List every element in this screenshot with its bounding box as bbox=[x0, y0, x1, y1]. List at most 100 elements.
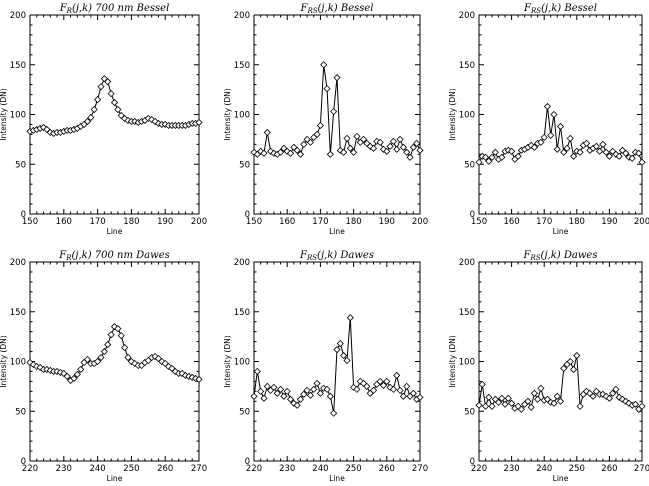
data-point-marker bbox=[340, 148, 348, 156]
data-point-marker bbox=[87, 113, 95, 122]
chart-title-rest: (j,k) Dawes bbox=[317, 250, 374, 261]
data-point-marker bbox=[376, 377, 384, 385]
x-tick-label: 190 bbox=[379, 217, 395, 227]
x-tick-label: 200 bbox=[191, 217, 207, 227]
data-point-marker bbox=[320, 61, 328, 69]
y-tick-label: 200 bbox=[459, 11, 475, 21]
chart-title-subscript: RS bbox=[529, 254, 540, 262]
plot-frame bbox=[253, 261, 421, 462]
data-point-marker bbox=[527, 403, 535, 411]
x-tick-label: 180 bbox=[345, 217, 361, 227]
data-point-marker bbox=[121, 344, 129, 352]
data-point-marker bbox=[543, 102, 552, 111]
data-point-marker bbox=[70, 374, 78, 382]
x-tick-label: 250 bbox=[345, 464, 361, 474]
chart-title-main: F bbox=[523, 3, 532, 14]
data-point-marker bbox=[195, 118, 203, 127]
data-point-marker bbox=[306, 138, 315, 146]
plot-frame bbox=[478, 261, 643, 462]
y-tick-label: 0 bbox=[470, 457, 475, 467]
data-point-marker bbox=[501, 400, 509, 408]
data-point-marker bbox=[300, 390, 308, 398]
data-point-marker bbox=[386, 142, 394, 150]
chart-title: FR(j,k) 700 nm Bessel bbox=[59, 3, 170, 15]
data-point-marker bbox=[537, 138, 545, 146]
data-point-marker bbox=[296, 150, 305, 158]
data-point-marker bbox=[94, 357, 102, 366]
chart-title: FRS(j,k) Bessel bbox=[523, 3, 597, 15]
y-tick-label: 150 bbox=[10, 61, 26, 71]
data-point-marker bbox=[615, 152, 623, 160]
data-point-marker bbox=[569, 152, 578, 160]
data-point-marker bbox=[406, 153, 414, 161]
y-tick-label: 50 bbox=[464, 160, 475, 170]
x-tick-label: 170 bbox=[89, 217, 105, 227]
x-tick-label: 250 bbox=[123, 464, 139, 474]
data-point-marker bbox=[273, 389, 281, 397]
data-point-marker bbox=[195, 375, 203, 383]
chart-title-rest: (j,k) Dawes bbox=[541, 250, 598, 261]
y-axis-label: Intensity (DN) bbox=[0, 88, 8, 140]
data-point-marker bbox=[323, 85, 331, 93]
data-point-marker bbox=[550, 110, 558, 119]
data-point-marker bbox=[403, 148, 411, 156]
y-tick-label: 150 bbox=[234, 308, 250, 318]
data-point-marker bbox=[336, 340, 344, 348]
data-point-marker bbox=[602, 148, 610, 156]
data-point-marker bbox=[560, 364, 568, 373]
data-point-marker bbox=[376, 138, 384, 146]
data-point-marker bbox=[530, 143, 538, 151]
y-tick-label: 150 bbox=[234, 61, 250, 71]
x-tick-label: 230 bbox=[503, 464, 519, 474]
x-tick-label: 200 bbox=[412, 217, 428, 227]
y-axis-label: Intensity (DN) bbox=[448, 88, 457, 140]
data-point-marker bbox=[583, 139, 591, 147]
data-point-marker bbox=[413, 139, 421, 147]
y-tick-label: 0 bbox=[470, 210, 475, 220]
data-point-marker bbox=[553, 392, 561, 400]
data-point-marker bbox=[560, 148, 568, 156]
data-point-marker bbox=[416, 146, 424, 154]
data-point-marker bbox=[396, 386, 404, 394]
data-point-marker bbox=[481, 153, 490, 161]
data-point-marker bbox=[530, 389, 538, 397]
x-tick-label: 200 bbox=[634, 217, 649, 227]
data-point-marker bbox=[576, 402, 584, 410]
data-point-marker bbox=[353, 385, 361, 393]
data-point-marker bbox=[609, 389, 617, 397]
plot-frame bbox=[29, 14, 200, 215]
data-point-marker bbox=[491, 148, 499, 156]
plot-frame bbox=[29, 261, 200, 462]
x-tick-label: 260 bbox=[157, 464, 173, 474]
data-point-marker bbox=[540, 133, 548, 141]
chart-title-subscript: RS bbox=[306, 254, 317, 262]
x-tick-label: 190 bbox=[157, 217, 173, 227]
data-point-marker bbox=[592, 142, 600, 150]
x-tick-label: 160 bbox=[56, 217, 72, 227]
x-tick-label: 150 bbox=[246, 217, 262, 227]
data-point-marker bbox=[107, 331, 115, 339]
x-tick-label: 270 bbox=[634, 464, 649, 474]
y-tick-label: 50 bbox=[239, 160, 250, 170]
data-point-marker bbox=[77, 365, 85, 374]
plot-frame bbox=[253, 14, 421, 215]
data-point-marker bbox=[485, 393, 493, 401]
y-tick-label: 0 bbox=[21, 210, 26, 220]
x-tick-label: 220 bbox=[246, 464, 262, 474]
y-tick-label: 200 bbox=[459, 258, 475, 268]
data-point-marker bbox=[296, 395, 305, 403]
chart-title-rest: (j,k) 700 nm Dawes bbox=[71, 250, 169, 261]
data-point-marker bbox=[488, 402, 496, 410]
data-point-marker bbox=[104, 341, 112, 349]
chart-title-rest: (j,k) 700 nm Bessel bbox=[72, 3, 169, 14]
data-point-marker bbox=[94, 96, 102, 104]
y-tick-label: 50 bbox=[464, 407, 475, 417]
data-point-marker bbox=[63, 372, 71, 380]
x-tick-label: 190 bbox=[601, 217, 617, 227]
chart-title-rest: (j,k) Bessel bbox=[541, 3, 597, 14]
chart-panel: FR(j,k) 700 nm Dawes 220 230 240 250 260 270 0 5… bbox=[0, 250, 207, 483]
data-point-marker bbox=[622, 149, 630, 157]
data-point-marker bbox=[369, 386, 378, 394]
data-point-marker bbox=[383, 147, 391, 155]
x-tick-label: 160 bbox=[503, 217, 519, 227]
